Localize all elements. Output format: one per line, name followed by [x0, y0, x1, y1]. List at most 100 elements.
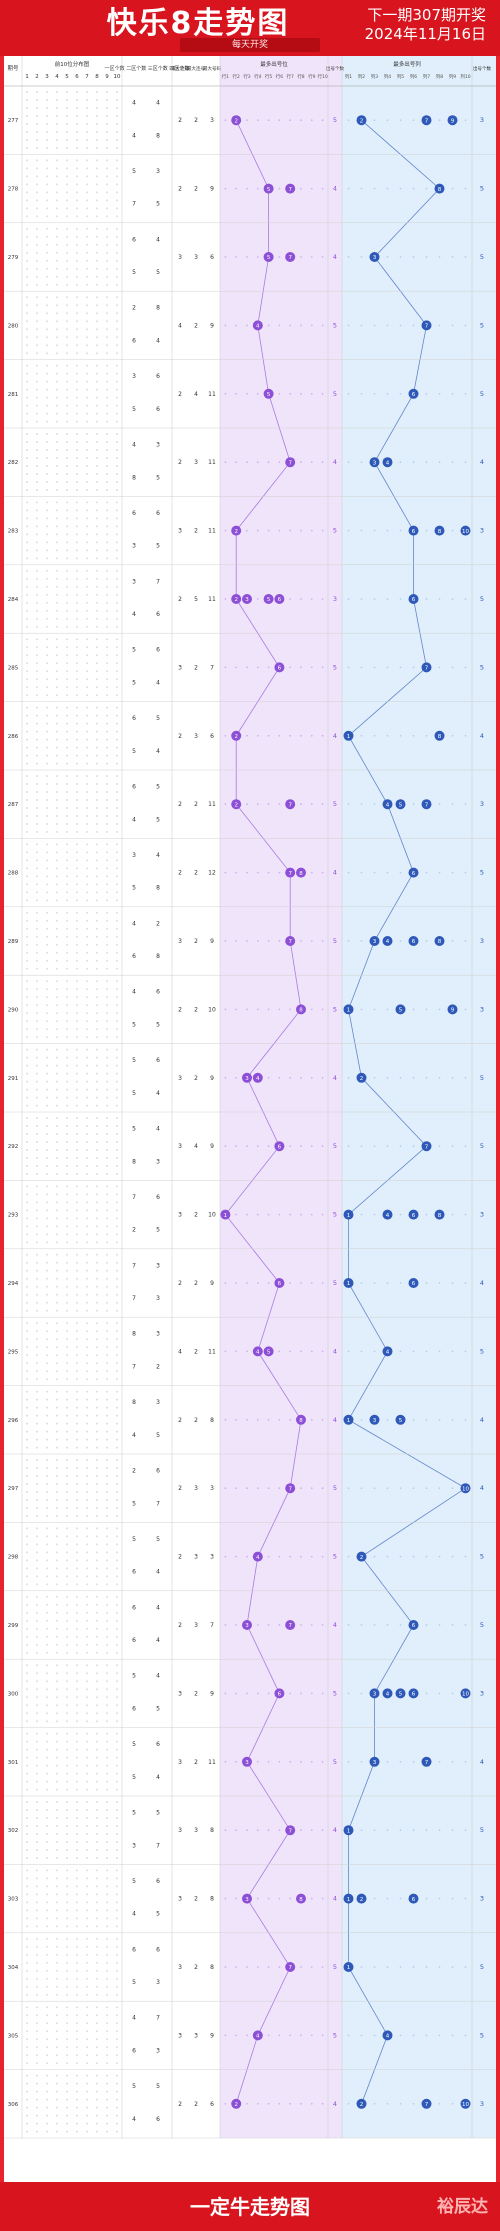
max-count-value: 3 [480, 2100, 484, 2108]
distribution-dot [56, 131, 58, 133]
distribution-dot [96, 1125, 98, 1127]
position-placeholder [224, 1145, 227, 1148]
distribution-dot [56, 404, 58, 407]
column-ball-label: 10 [462, 2102, 469, 2108]
column-ball [382, 799, 393, 810]
distribution-dot [36, 2082, 38, 2085]
stat-value: 2 [178, 459, 182, 466]
distribution-dot [106, 1173, 108, 1175]
distribution-dot [26, 304, 28, 307]
distribution-dot [66, 1748, 68, 1751]
distribution-dot [96, 1925, 98, 1928]
stat-value: 2 [178, 117, 182, 124]
distribution-dot [106, 1165, 108, 1167]
distribution-dot [56, 388, 58, 391]
distribution-dot [116, 1680, 118, 1683]
distribution-dot [76, 2046, 78, 2049]
position-placeholder [300, 1350, 302, 1353]
distribution-dot [106, 799, 108, 801]
distribution-dot [46, 1467, 48, 1469]
distribution-dot [46, 654, 48, 657]
distribution-dot [86, 1117, 88, 1119]
distribution-dot [106, 344, 108, 347]
position-placeholder [246, 803, 248, 806]
distribution-dot [76, 2074, 78, 2077]
column-placeholder [386, 1008, 389, 1011]
distribution-dot [96, 191, 98, 194]
column-placeholder [412, 1760, 415, 1763]
column-placeholder [451, 940, 454, 942]
distribution-dot [76, 1293, 78, 1296]
column-placeholder [451, 734, 454, 737]
distribution-dot [96, 296, 98, 299]
distribution-dot [66, 1740, 68, 1743]
distribution-dot [56, 1309, 58, 1312]
position-placeholder [278, 1350, 281, 1353]
zone3-count: 2 [132, 1227, 136, 1234]
blue-col-label: 列4 [384, 73, 391, 80]
distribution-dot [96, 2030, 98, 2033]
distribution-dot [96, 235, 98, 238]
position-placeholder [235, 1760, 238, 1763]
distribution-dot [66, 183, 68, 186]
distribution-dot [56, 1362, 58, 1365]
zone4-count: 4 [156, 748, 160, 755]
distribution-dot [36, 2030, 38, 2033]
distribution-dot [26, 123, 28, 125]
position-placeholder [246, 324, 248, 327]
distribution-dot [106, 91, 108, 93]
distribution-dot [46, 1241, 48, 1244]
distribution-dot [56, 851, 58, 854]
distribution-dot [86, 601, 88, 604]
distribution-dot [36, 1772, 38, 1775]
max-count-value: 4 [480, 1758, 484, 1766]
distribution-dot [46, 875, 48, 878]
stat-value: 3 [178, 1896, 182, 1903]
max-positions-header: 最多出号列 [393, 60, 421, 68]
distribution-dot [56, 2022, 58, 2025]
distribution-dot [46, 1764, 48, 1767]
zone-counts-header: 一区个数 二区个数 三区个数 四区个数 [105, 65, 190, 72]
stat-value: 2 [194, 528, 198, 535]
distribution-dot [86, 1346, 88, 1349]
distribution-dot [106, 557, 108, 560]
distribution-dot [56, 517, 58, 520]
position-placeholder [278, 1624, 281, 1626]
position-placeholder [246, 1829, 248, 1832]
position-placeholder [256, 392, 259, 395]
distribution-dot [96, 1953, 98, 1956]
distribution-dot [106, 1362, 108, 1365]
position-placeholder [267, 1418, 270, 1421]
distribution-dot [96, 1507, 98, 1509]
distribution-dot [36, 352, 38, 355]
position-placeholder [256, 871, 259, 874]
column-placeholder [464, 1145, 467, 1148]
min-count-value: 4 [333, 2100, 337, 2108]
distribution-dot [86, 2090, 88, 2093]
distribution-dot [86, 1056, 88, 1059]
distribution-dot [96, 686, 98, 689]
column-placeholder [464, 1008, 467, 1011]
distribution-dot [96, 823, 98, 825]
stat-value: 3 [178, 1759, 182, 1766]
position-placeholder [300, 256, 302, 258]
distribution-dot [116, 115, 118, 117]
distribution-dot [76, 1680, 78, 1683]
distribution-dot [46, 1664, 48, 1667]
distribution-dot [26, 859, 28, 862]
distribution-dot [86, 1438, 88, 1441]
distribution-dot [116, 927, 118, 930]
distribution-dot [96, 638, 98, 641]
distribution-dot [86, 1157, 88, 1159]
stat-col-header: 最大连号 [171, 65, 189, 72]
distribution-dot [76, 1595, 78, 1598]
column-placeholder [451, 1076, 454, 1079]
column-ball [434, 1209, 445, 1220]
distribution-dot [116, 951, 118, 954]
distribution-dot [86, 1825, 88, 1827]
distribution-dot [96, 762, 98, 765]
position-placeholder [278, 871, 281, 874]
distribution-dot [66, 1937, 68, 1940]
distribution-dot [86, 1841, 88, 1843]
min-positions-header: 最多出号位 [260, 60, 288, 68]
